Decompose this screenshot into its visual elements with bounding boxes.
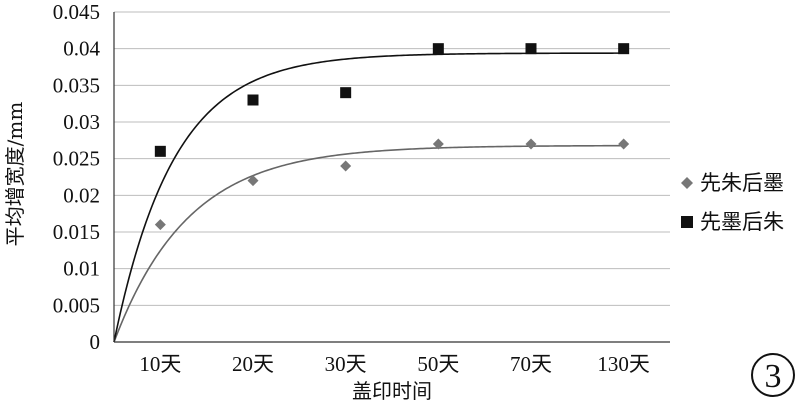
x-tick-label: 20天 xyxy=(232,352,274,376)
square-point xyxy=(247,94,259,106)
trendlines xyxy=(113,52,625,343)
square-point xyxy=(618,43,630,55)
y-tick-label: 0.005 xyxy=(53,293,100,317)
x-axis-title: 盖印时间 xyxy=(352,379,432,403)
data-points xyxy=(154,43,630,231)
x-tick-labels: 10天 20天 30天 50天 70天 130天 xyxy=(139,352,650,376)
y-axis-title: 平均增宽度/mm xyxy=(3,102,27,247)
x-tick-label: 10天 xyxy=(139,352,181,376)
diamond-point xyxy=(154,219,166,231)
y-tick-label: 0.045 xyxy=(53,0,100,24)
square-point xyxy=(340,87,352,99)
legend-square-marker xyxy=(681,216,693,228)
diamond-point xyxy=(432,138,444,150)
square-point xyxy=(154,145,166,157)
y-tick-labels: 0 0.005 0.01 0.015 0.02 0.025 0.03 0.035 0.04 0.0… xyxy=(53,0,101,354)
badge-circle xyxy=(751,353,795,397)
trendline xyxy=(113,144,625,343)
x-tick-label: 70天 xyxy=(510,352,552,376)
diamond-point xyxy=(618,138,630,150)
x-tick-label: 130天 xyxy=(597,352,650,376)
gridlines xyxy=(114,11,670,306)
y-tick-label: 0.015 xyxy=(53,220,100,244)
diamond-point xyxy=(525,138,537,150)
y-tick-label: 0 xyxy=(90,330,101,354)
y-tick-label: 0.035 xyxy=(53,73,100,97)
diamond-point xyxy=(340,160,352,172)
y-tick-label: 0.03 xyxy=(63,110,100,134)
y-tick-label: 0.025 xyxy=(53,147,100,171)
legend-label: 先朱后墨 xyxy=(700,171,784,195)
trendline xyxy=(113,52,625,343)
square-point xyxy=(525,43,537,55)
y-tick-label: 0.01 xyxy=(63,257,100,281)
legend-label: 先墨后朱 xyxy=(700,210,784,234)
square-point xyxy=(432,43,444,55)
y-tick-label: 0.04 xyxy=(63,37,100,61)
y-tick-label: 0.02 xyxy=(63,183,100,207)
x-tick-label: 50天 xyxy=(417,352,459,376)
figure-number-badge: 3 xyxy=(751,353,795,397)
badge-number: 3 xyxy=(765,358,782,395)
x-tick-label: 30天 xyxy=(325,352,367,376)
legend-diamond-marker xyxy=(681,177,693,189)
diamond-point xyxy=(247,175,259,187)
